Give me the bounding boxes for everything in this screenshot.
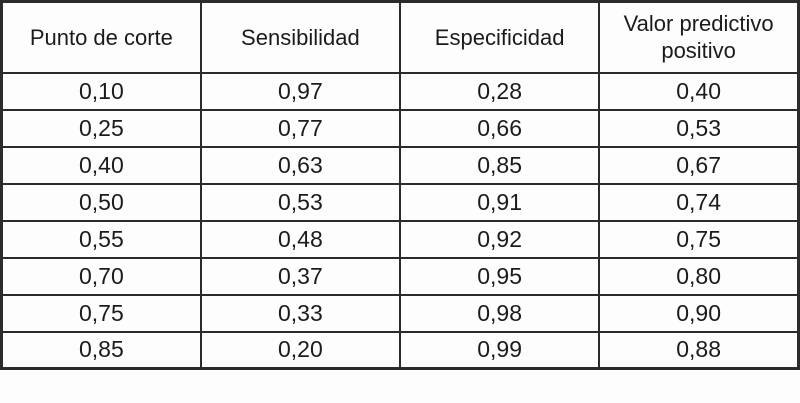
- table-cell: 0,99: [398, 330, 601, 370]
- table-cell: 0,50: [0, 182, 202, 222]
- table-row: 0,25 0,77 0,66 0,53: [0, 108, 800, 148]
- table-cell: 0,77: [199, 108, 402, 148]
- table-cell: 0,85: [0, 330, 202, 370]
- table-cell: 0,74: [598, 182, 800, 222]
- table-cell: 0,92: [398, 219, 601, 259]
- table-row: 0,70 0,37 0,95 0,80: [0, 256, 800, 296]
- table-cell: 0,70: [0, 256, 202, 296]
- table-cell: 0,90: [598, 293, 800, 333]
- table-row: 0,50 0,53 0,91 0,74: [0, 182, 800, 222]
- table-cell: 0,53: [598, 108, 800, 148]
- table-cell: 0,37: [199, 256, 402, 296]
- table-cell: 0,75: [0, 293, 202, 333]
- table-cell: 0,88: [598, 330, 800, 370]
- table-cell: 0,63: [199, 145, 402, 185]
- table-row: 0,75 0,33 0,98 0,90: [0, 293, 800, 333]
- header-row: Punto de corte Sensibilidad Especificida…: [0, 0, 800, 74]
- table-cell: 0,85: [398, 145, 601, 185]
- table-row: 0,40 0,63 0,85 0,67: [0, 145, 800, 185]
- table-cell: 0,91: [398, 182, 601, 222]
- column-header-sensibilidad: Sensibilidad: [199, 0, 402, 74]
- table-cell: 0,80: [598, 256, 800, 296]
- diagnostic-cutoff-table: Punto de corte Sensibilidad Especificida…: [0, 0, 800, 370]
- table-row: 0,85 0,20 0,99 0,88: [0, 330, 800, 370]
- table-cell: 0,10: [0, 71, 202, 111]
- table-cell: 0,98: [398, 293, 601, 333]
- column-header-valor-predictivo-positivo: Valor predictivo positivo: [598, 0, 800, 74]
- table-cell: 0,40: [598, 71, 800, 111]
- table-cell: 0,97: [199, 71, 402, 111]
- table-cell: 0,55: [0, 219, 202, 259]
- table-cell: 0,40: [0, 145, 202, 185]
- table-cell: 0,28: [398, 71, 601, 111]
- table-cell: 0,53: [199, 182, 402, 222]
- table-cell: 0,20: [199, 330, 402, 370]
- column-header-punto-de-corte: Punto de corte: [0, 0, 202, 74]
- table-cell: 0,48: [199, 219, 402, 259]
- table-cell: 0,75: [598, 219, 800, 259]
- table-row: 0,10 0,97 0,28 0,40: [0, 71, 800, 111]
- table-cell: 0,67: [598, 145, 800, 185]
- table-cell: 0,66: [398, 108, 601, 148]
- table-cell: 0,33: [199, 293, 402, 333]
- column-header-especificidad: Especificidad: [398, 0, 601, 74]
- table-cell: 0,25: [0, 108, 202, 148]
- table-cell: 0,95: [398, 256, 601, 296]
- table-row: 0,55 0,48 0,92 0,75: [0, 219, 800, 259]
